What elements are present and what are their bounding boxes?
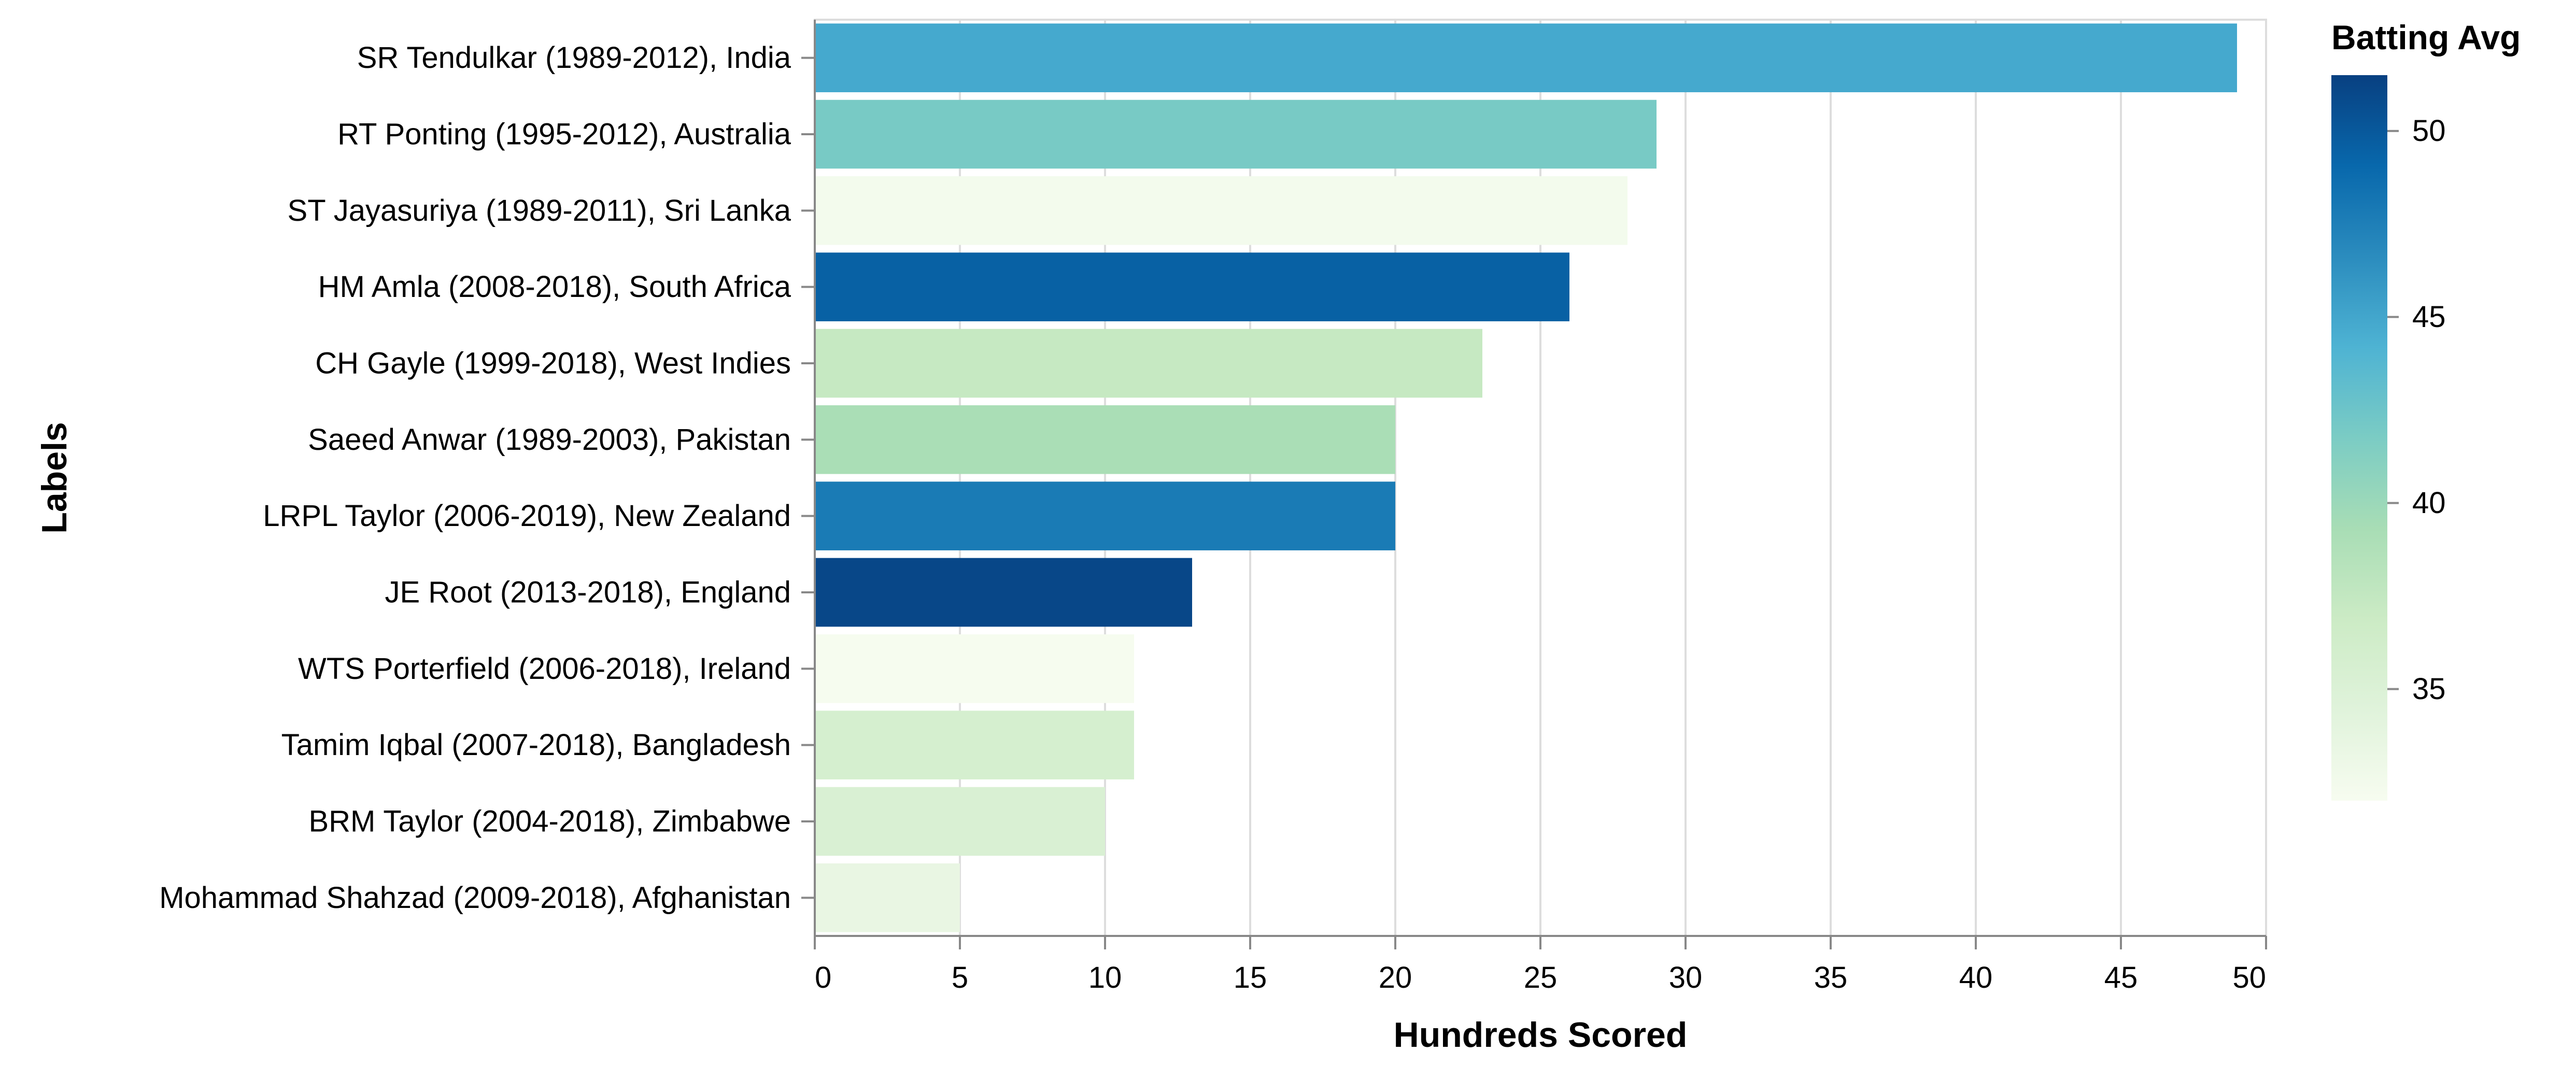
bar — [815, 558, 1192, 627]
bar — [815, 23, 2237, 92]
bar — [815, 100, 1657, 169]
y-tick-label: Tamim Iqbal (2007-2018), Bangladesh — [281, 728, 791, 762]
y-tick-label: WTS Porterfield (2006-2018), Ireland — [298, 652, 791, 686]
legend-tick-label: 35 — [2412, 672, 2446, 706]
bar — [815, 252, 1569, 321]
legend-tick-label: 50 — [2412, 114, 2446, 148]
y-tick-label: HM Amla (2008-2018), South Africa — [318, 270, 791, 304]
bar — [815, 634, 1134, 703]
legend-tick-label: 40 — [2412, 486, 2446, 520]
x-tick-label: 5 — [952, 961, 968, 994]
bar — [815, 481, 1395, 550]
bar — [815, 863, 960, 932]
legend-title: Batting Avg — [2331, 18, 2521, 56]
x-tick-label: 0 — [815, 961, 831, 994]
y-tick-label: BRM Taylor (2004-2018), Zimbabwe — [308, 805, 791, 839]
x-tick-label: 20 — [1379, 961, 1412, 994]
bar — [815, 176, 1627, 245]
y-tick-label: SR Tendulkar (1989-2012), India — [357, 41, 791, 75]
x-tick-label: 45 — [2104, 961, 2138, 994]
y-tick-label: CH Gayle (1999-2018), West Indies — [315, 347, 791, 380]
y-tick-label: RT Ponting (1995-2012), Australia — [337, 118, 791, 151]
y-tick-label: Saeed Anwar (1989-2003), Pakistan — [308, 423, 791, 457]
x-axis-title: Hundreds Scored — [1394, 1015, 1688, 1055]
bar — [815, 787, 1105, 856]
y-axis-title: Labels — [35, 422, 74, 533]
x-tick-label: 35 — [1814, 961, 1848, 994]
bar — [815, 405, 1395, 474]
bar — [815, 710, 1134, 779]
x-tick-label: 25 — [1524, 961, 1558, 994]
bar — [815, 329, 1482, 398]
legend-tick-label: 45 — [2412, 300, 2446, 334]
x-tick-label: 15 — [1234, 961, 1267, 994]
y-tick-label: LRPL Taylor (2006-2019), New Zealand — [263, 499, 791, 533]
y-tick-label: ST Jayasuriya (1989-2011), Sri Lanka — [288, 194, 791, 228]
x-tick-label: 40 — [1959, 961, 1993, 994]
x-tick-label: 10 — [1088, 961, 1122, 994]
x-tick-label: 50 — [2232, 961, 2266, 994]
y-tick-label: JE Root (2013-2018), England — [385, 576, 791, 609]
x-tick-label: 30 — [1669, 961, 1703, 994]
color-legend-bar — [2331, 75, 2387, 801]
y-tick-label: Mohammad Shahzad (2009-2018), Afghanista… — [159, 881, 791, 915]
